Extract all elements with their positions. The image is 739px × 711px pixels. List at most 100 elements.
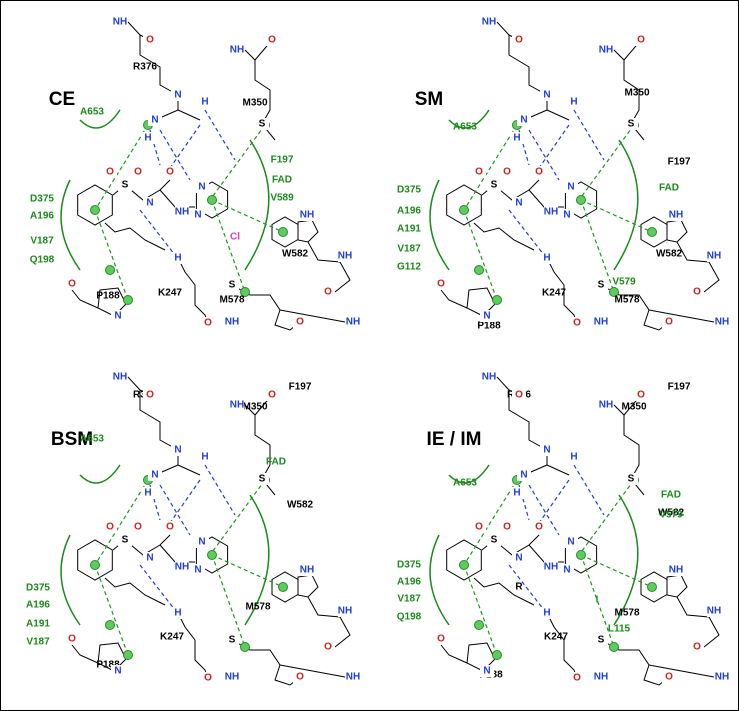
atom-label: N (151, 470, 158, 481)
atom-label: O (324, 287, 332, 298)
atom-label: O (204, 318, 212, 329)
atom-label: N (563, 565, 570, 576)
residue-label: F197 (668, 382, 691, 393)
panel-title: IE / IM (427, 429, 482, 450)
interaction-point (460, 561, 469, 570)
atom-label: N (198, 537, 205, 548)
residue-label: K247 (542, 288, 566, 299)
hydrophobic-residue-label: FAD (659, 183, 679, 194)
atom-label: Cl (230, 232, 240, 243)
atom-label: N (520, 470, 527, 481)
atom-label: NH (715, 672, 729, 683)
hydrophobic-residue-label: A196 (397, 577, 421, 588)
atom-label: O (437, 279, 445, 290)
interaction-point (577, 551, 586, 560)
atom-label: N (114, 311, 121, 322)
atom-label: N (146, 553, 153, 564)
atom-label: NH (346, 672, 360, 683)
residue-label: M350 (242, 402, 267, 413)
residue-label: M578 (245, 602, 270, 613)
hydrophobic-residue-label: A191 (397, 224, 421, 235)
hydrophobic-residue-label: V187 (30, 236, 54, 247)
hydrophobic-residue-label: D375 (30, 194, 54, 205)
atom-label: NH (338, 251, 352, 262)
interaction-point (91, 561, 100, 570)
interaction-point (648, 583, 657, 592)
atom-label: N (563, 210, 570, 221)
hydrophobic-residue-label: V579 (612, 277, 636, 288)
hydrophobic-residue-label: A196 (26, 600, 50, 611)
atom-label: NH (594, 317, 608, 328)
hydrophobic-residue-label: V187 (26, 637, 50, 648)
atom-label: O (296, 672, 304, 683)
interaction-point (124, 296, 133, 305)
atom-label: NH (482, 372, 496, 383)
hydrophobic-residue-label: V589 (270, 193, 294, 204)
interaction-point (208, 551, 217, 560)
hydrophobic-residue-label: Q198 (30, 255, 55, 266)
atom-label: O (573, 318, 581, 329)
atom-label: N (114, 666, 121, 677)
interaction-point (493, 296, 502, 305)
page: CER376M350W582K247M578P188A653F197FADV58… (0, 0, 739, 711)
atom-label: N (198, 182, 205, 193)
atom-label: N (483, 666, 490, 677)
atom-label: O (324, 642, 332, 653)
atom-label: NH (113, 372, 127, 383)
atom-label: NH (669, 210, 683, 221)
atom-label: I (596, 595, 599, 606)
interaction-point (279, 583, 288, 592)
atom-label: H (513, 133, 520, 144)
atom-label: NH (230, 45, 244, 56)
atom-label: O (515, 390, 523, 401)
atom-label: O (503, 522, 511, 533)
atom-label: O (515, 35, 523, 46)
atom-label: S (229, 635, 236, 646)
atom-label: S (598, 280, 605, 291)
hydrophobic-residue-label: V187 (397, 594, 421, 605)
atom-label: O (134, 522, 142, 533)
atom-label: H (543, 608, 550, 619)
atom-label: NH (338, 606, 352, 617)
atom-label: O (573, 673, 581, 684)
interaction-point (577, 196, 586, 205)
atom-label: NH (113, 17, 127, 28)
atom-label: O (503, 167, 511, 178)
interaction-point (91, 206, 100, 215)
interaction-point (124, 651, 133, 660)
atom-label: S (259, 474, 266, 485)
atom-label: O (693, 287, 701, 298)
atom-label: H (201, 452, 208, 463)
atom-label: H (570, 452, 577, 463)
atom-label: N (483, 311, 490, 322)
atom-label: NH (300, 210, 314, 221)
interaction-point (460, 206, 469, 215)
atom-label: O (106, 522, 114, 533)
interaction-point (106, 621, 115, 630)
atom-label: R (515, 582, 523, 593)
atom-label: O (146, 390, 154, 401)
atom-label: S (259, 119, 266, 130)
residue-label: P188 (477, 321, 501, 332)
atom-label: N (567, 182, 574, 193)
atom-label: S (229, 280, 236, 291)
atom-label: NH (300, 565, 314, 576)
interaction-point (279, 228, 288, 237)
interaction-point (475, 266, 484, 275)
atom-label: N (515, 198, 522, 209)
atom-label: O (134, 167, 142, 178)
residue-label: K247 (544, 632, 568, 643)
residue-label: W582 (282, 249, 309, 260)
interaction-point (475, 621, 484, 630)
residue-label: M350 (624, 88, 649, 99)
atom-label: NH (544, 562, 558, 573)
atom-label: H (570, 97, 577, 108)
atom-label: NH (230, 400, 244, 411)
atom-label: H (144, 133, 151, 144)
hydrophobic-residue-label: A196 (397, 206, 421, 217)
hydrophobic-residue-label: A653 (453, 122, 477, 133)
atom-label: H (144, 488, 151, 499)
hydrophobic-residue-label: FAD (266, 457, 286, 468)
atom-label: NH (175, 207, 189, 218)
residue-label: M578 (614, 608, 639, 619)
